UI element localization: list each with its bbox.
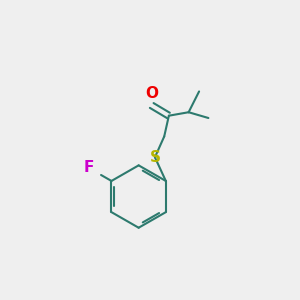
- Text: F: F: [83, 160, 94, 175]
- Text: S: S: [149, 150, 161, 165]
- Text: O: O: [145, 86, 158, 101]
